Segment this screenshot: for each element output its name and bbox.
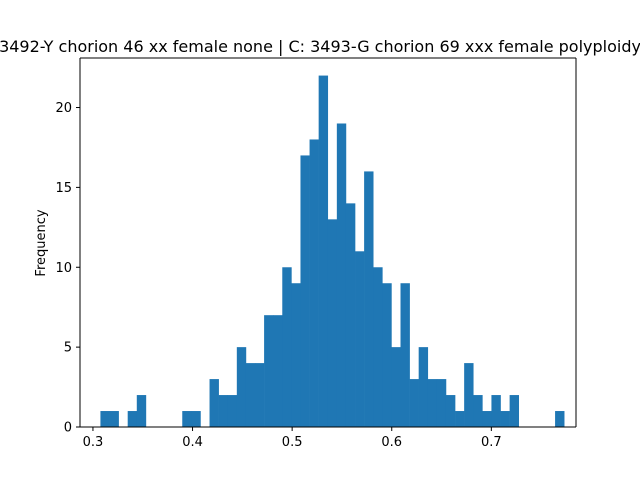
x-tick-label: 0.5 <box>282 435 303 450</box>
histogram-bar <box>355 251 365 427</box>
histogram-bar <box>382 283 392 427</box>
histogram-bar <box>418 347 429 427</box>
histogram-bar <box>191 411 201 427</box>
histogram-bar <box>400 283 410 427</box>
histogram-bars <box>100 75 565 428</box>
x-axis-ticks: 0.3 0.4 0.5 0.6 0.7 <box>83 427 502 450</box>
histogram-bar <box>555 411 565 427</box>
x-tick-label: 0.6 <box>381 435 402 450</box>
axes-frame <box>79 57 577 428</box>
histogram-bar <box>136 395 147 427</box>
y-tick-label: 5 <box>64 341 72 356</box>
y-axis-label: Frequency <box>34 209 49 276</box>
histogram-bar <box>300 155 310 427</box>
y-tick-label: 10 <box>55 261 72 276</box>
histogram-bar <box>491 395 501 427</box>
histogram-bar <box>500 411 510 427</box>
histogram-bar <box>291 283 301 427</box>
chart-title: 3492-Y chorion 46 xx female none | C: 34… <box>0 37 640 56</box>
histogram-bar <box>209 379 219 427</box>
histogram-bar <box>427 379 438 427</box>
histogram-bar <box>455 411 465 427</box>
histogram-bar <box>318 75 329 427</box>
histogram-bar <box>227 395 238 427</box>
y-tick-label: 0 <box>64 421 72 436</box>
histogram-bar <box>100 411 110 427</box>
histogram-bar <box>182 411 192 427</box>
histogram-bar <box>391 347 401 427</box>
histogram-bar <box>445 395 456 427</box>
histogram-bar <box>509 395 520 427</box>
histogram-bar <box>218 395 229 427</box>
x-tick-label: 0.3 <box>83 435 104 450</box>
histogram-bar <box>345 203 356 427</box>
y-axis-ticks: 0 5 10 15 20 <box>55 101 80 436</box>
x-tick-label: 0.7 <box>481 435 502 450</box>
histogram-bar <box>436 379 447 427</box>
histogram-bar <box>282 267 292 427</box>
histogram-bar <box>255 363 265 427</box>
histogram-bar <box>109 411 119 427</box>
histogram-bar <box>245 363 256 427</box>
x-tick-label: 0.4 <box>182 435 203 450</box>
histogram-bar <box>409 379 419 427</box>
histogram-bar <box>336 123 347 428</box>
histogram-bar <box>264 315 274 427</box>
histogram-bar <box>373 267 383 427</box>
histogram-bar <box>309 139 319 427</box>
histogram-bar <box>273 315 283 427</box>
histogram-bar <box>236 347 247 427</box>
histogram-bar <box>127 411 138 427</box>
histogram-bar <box>327 219 338 427</box>
histogram-bar <box>464 363 474 427</box>
histogram-bar <box>473 395 483 427</box>
histogram-bar <box>364 171 374 427</box>
y-tick-label: 15 <box>55 181 72 196</box>
histogram-bar <box>482 411 492 427</box>
y-tick-label: 20 <box>55 101 72 116</box>
